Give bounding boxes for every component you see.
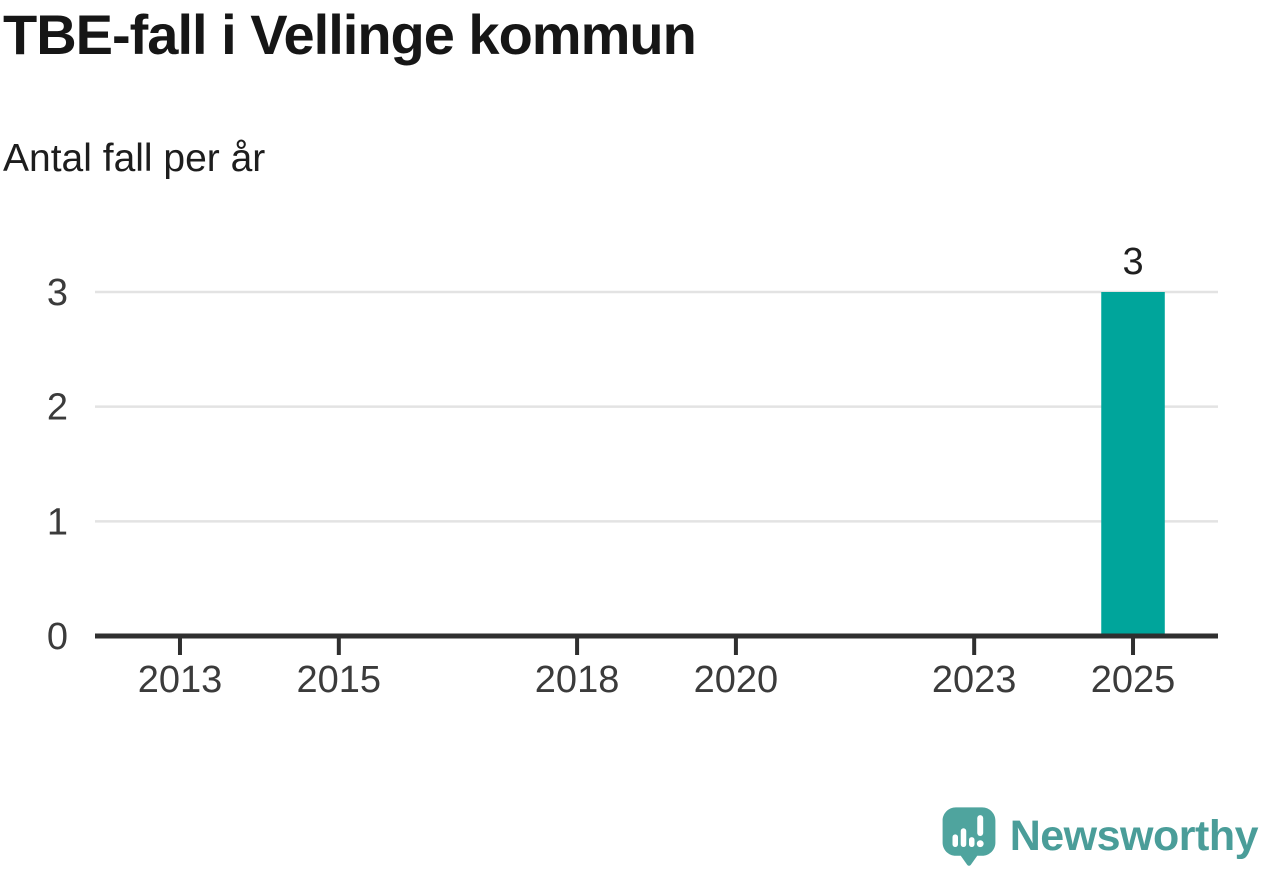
logo-bubble-shape <box>942 807 996 866</box>
y-tick-label: 1 <box>47 501 68 543</box>
logo-exclamation-dot <box>976 840 984 848</box>
x-tick-label: 2018 <box>535 659 620 701</box>
chart-subtitle: Antal fall per år <box>3 137 266 180</box>
x-tick-label: 2013 <box>138 659 223 701</box>
x-tick-label: 2020 <box>694 659 779 701</box>
newsworthy-wordmark: Newsworthy <box>1009 811 1259 860</box>
logo-bar-3 <box>968 837 975 847</box>
logo-bar-2 <box>960 828 966 847</box>
bar-value-label: 3 <box>1122 241 1143 283</box>
y-tick-label: 0 <box>47 616 68 658</box>
y-tick-label: 2 <box>47 387 68 429</box>
x-tick-label: 2025 <box>1091 659 1176 701</box>
x-tick-label: 2023 <box>932 659 1017 701</box>
bar-2025 <box>1101 292 1165 636</box>
x-tick-label: 2015 <box>297 659 382 701</box>
logo-bar-1 <box>952 834 958 847</box>
chart-title: TBE-fall i Vellinge kommun <box>3 3 697 66</box>
logo-exclamation-stem <box>976 815 983 836</box>
newsworthy-logo[interactable]: Newsworthy <box>938 803 1259 869</box>
newsworthy-speech-bubble-chart-icon <box>938 803 1000 869</box>
y-tick-label: 3 <box>47 272 68 314</box>
